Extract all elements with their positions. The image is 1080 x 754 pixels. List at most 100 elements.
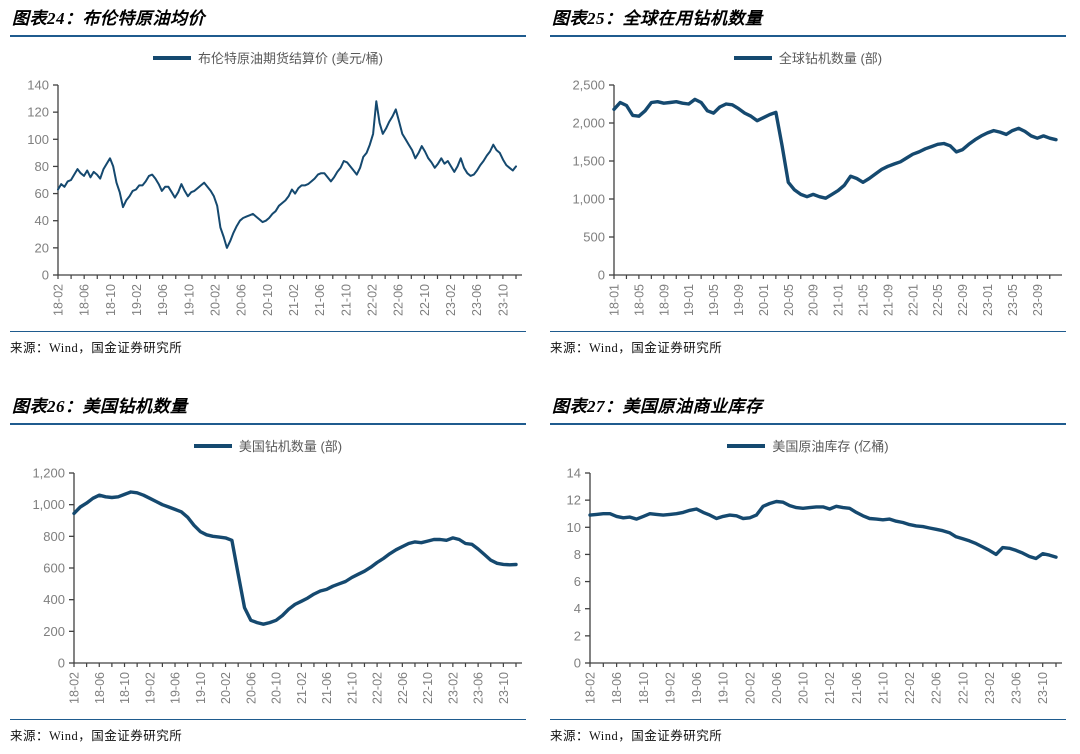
svg-text:100: 100	[27, 132, 49, 147]
svg-text:23-10: 23-10	[1036, 672, 1050, 704]
svg-text:21-02: 21-02	[287, 284, 301, 316]
svg-text:22-01: 22-01	[906, 284, 920, 316]
svg-text:18-06: 18-06	[78, 284, 92, 316]
svg-text:400: 400	[43, 592, 65, 607]
svg-text:21-10: 21-10	[339, 284, 353, 316]
svg-text:18-05: 18-05	[632, 284, 646, 316]
svg-text:22-02: 22-02	[903, 672, 917, 704]
svg-text:18-02: 18-02	[52, 284, 66, 316]
figure-26-source-note: 来源：Wind，国金证券研究所	[10, 718, 526, 744]
svg-text:22-10: 22-10	[421, 672, 435, 704]
svg-text:23-02: 23-02	[983, 672, 997, 704]
svg-text:20-06: 20-06	[770, 672, 784, 704]
svg-text:6: 6	[574, 574, 581, 589]
svg-text:22-05: 22-05	[931, 284, 945, 316]
svg-text:23-10: 23-10	[497, 672, 511, 704]
figure-27-legend: 美国原油库存 (亿桶)	[550, 437, 1066, 455]
svg-text:19-10: 19-10	[182, 284, 196, 316]
svg-text:1,000: 1,000	[32, 497, 65, 512]
svg-text:20-02: 20-02	[743, 672, 757, 704]
svg-text:22-06: 22-06	[392, 284, 406, 316]
svg-text:19-06: 19-06	[169, 672, 183, 704]
svg-text:19-02: 19-02	[143, 672, 157, 704]
legend-label: 美国钻机数量 (部)	[238, 439, 343, 455]
svg-text:20-10: 20-10	[270, 672, 284, 704]
figure-25-legend: 全球钻机数量 (部)	[550, 49, 1066, 67]
svg-text:18-02: 18-02	[584, 672, 598, 704]
svg-text:1,200: 1,200	[32, 465, 65, 480]
figure-24-title: 图表24：布伦特原油均价	[10, 6, 526, 37]
svg-text:0: 0	[574, 655, 581, 670]
svg-text:19-10: 19-10	[717, 672, 731, 704]
legend-line-swatch	[193, 443, 232, 448]
svg-text:22-06: 22-06	[930, 672, 944, 704]
svg-text:23-06: 23-06	[1010, 672, 1024, 704]
figure-27-source-note: 来源：Wind，国金证券研究所	[550, 718, 1066, 744]
svg-text:21-05: 21-05	[857, 284, 871, 316]
svg-text:10: 10	[567, 520, 581, 535]
svg-text:22-02: 22-02	[366, 284, 380, 316]
legend-label: 美国原油库存 (亿桶)	[772, 439, 889, 455]
svg-text:20-02: 20-02	[219, 672, 233, 704]
svg-text:4: 4	[574, 601, 581, 616]
svg-text:80: 80	[35, 159, 49, 174]
svg-text:21-01: 21-01	[832, 284, 846, 316]
svg-text:19-10: 19-10	[194, 672, 208, 704]
svg-text:23-06: 23-06	[472, 672, 486, 704]
svg-text:23-02: 23-02	[444, 284, 458, 316]
svg-text:1,500: 1,500	[572, 153, 605, 168]
svg-text:23-01: 23-01	[981, 284, 995, 316]
figure-26: 图表26：美国钻机数量 美国钻机数量 (部) 0 200 400 600 800 1,00…	[0, 394, 540, 744]
svg-text:19-06: 19-06	[156, 284, 170, 316]
figure-27-title: 图表27：美国原油商业库存	[550, 394, 1066, 425]
svg-text:23-02: 23-02	[446, 672, 460, 704]
svg-text:20-01: 20-01	[757, 284, 771, 316]
svg-text:19-01: 19-01	[682, 284, 696, 316]
svg-text:23-10: 23-10	[496, 284, 510, 316]
svg-text:21-06: 21-06	[313, 284, 327, 316]
svg-text:20-10: 20-10	[261, 284, 275, 316]
svg-text:18-06: 18-06	[93, 672, 107, 704]
legend-line-swatch	[153, 55, 192, 60]
svg-text:200: 200	[43, 624, 65, 639]
svg-text:18-10: 18-10	[118, 672, 132, 704]
svg-text:2: 2	[574, 628, 581, 643]
figure-24: 图表24：布伦特原油均价 布伦特原油期货结算价 (美元/桶) 0 20 40 60 80…	[0, 6, 540, 356]
svg-text:40: 40	[35, 213, 49, 228]
svg-text:120: 120	[27, 105, 49, 120]
svg-text:21-02: 21-02	[823, 672, 837, 704]
svg-text:600: 600	[43, 560, 65, 575]
figure-27: 图表27：美国原油商业库存 美国原油库存 (亿桶) 0 2 4 6 8 10 12 14 18-…	[540, 394, 1080, 744]
svg-text:22-02: 22-02	[371, 672, 385, 704]
svg-text:21-10: 21-10	[345, 672, 359, 704]
svg-text:8: 8	[574, 547, 581, 562]
svg-text:800: 800	[43, 529, 65, 544]
svg-text:20-05: 20-05	[782, 284, 796, 316]
legend-label: 布伦特原油期货结算价 (美元/桶)	[198, 51, 383, 67]
svg-text:14: 14	[567, 465, 581, 480]
figure-25: 图表25：全球在用钻机数量 全球钻机数量 (部) 0 500 1,000 1,500 2…	[540, 6, 1080, 356]
svg-text:12: 12	[567, 493, 581, 508]
svg-text:23-05: 23-05	[1006, 284, 1020, 316]
svg-text:19-02: 19-02	[130, 284, 144, 316]
svg-text:2,500: 2,500	[572, 77, 605, 92]
svg-text:23-06: 23-06	[470, 284, 484, 316]
svg-text:60: 60	[35, 186, 49, 201]
line-chart-global-rig-count: 0 500 1,000 1,500 2,000 2,500 18-01 18-05 18-09 1…	[550, 67, 1070, 329]
figure-25-source-note: 来源：Wind，国金证券研究所	[550, 330, 1066, 356]
figure-26-title: 图表26：美国钻机数量	[10, 394, 526, 425]
legend-line-swatch	[733, 55, 772, 60]
svg-text:18-02: 18-02	[68, 672, 82, 704]
svg-text:140: 140	[27, 77, 49, 92]
svg-text:20: 20	[35, 240, 49, 255]
svg-text:18-06: 18-06	[610, 672, 624, 704]
figure-26-legend: 美国钻机数量 (部)	[10, 437, 526, 455]
figure-24-source-note: 来源：Wind，国金证券研究所	[10, 330, 526, 356]
svg-text:18-09: 18-09	[657, 284, 671, 316]
svg-text:0: 0	[58, 655, 65, 670]
svg-text:18-01: 18-01	[608, 284, 622, 316]
svg-text:22-10: 22-10	[956, 672, 970, 704]
svg-text:19-05: 19-05	[707, 284, 721, 316]
line-chart-brent-oil-price: 0 20 40 60 80 100 120 140 18-02 18-06 18-10 19-02 19…	[10, 67, 530, 329]
